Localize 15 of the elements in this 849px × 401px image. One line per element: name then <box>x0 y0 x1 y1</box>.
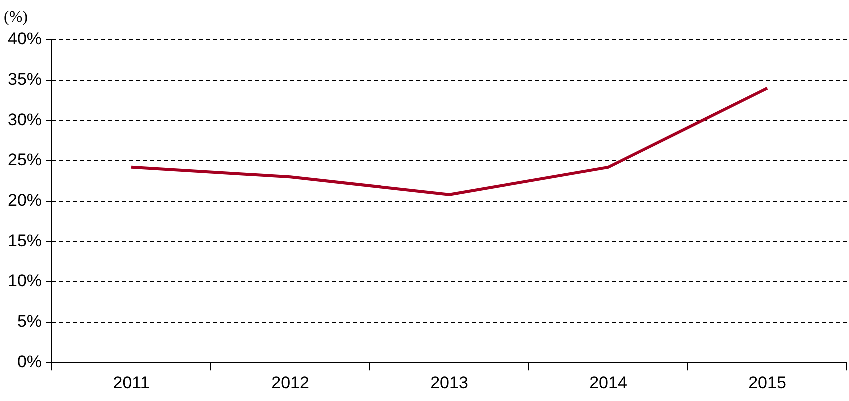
y-tick-label: 15% <box>8 231 42 250</box>
y-tick-label: 0% <box>17 352 42 372</box>
x-tick-label: 2013 <box>430 373 468 392</box>
y-axis-title: (%) <box>4 9 28 26</box>
x-tick-label: 2014 <box>590 373 628 392</box>
x-tick-label: 2011 <box>113 373 150 392</box>
y-tick-label: 35% <box>8 70 42 90</box>
y-tick-label: 25% <box>8 150 42 170</box>
x-tick-label: 2015 <box>748 373 786 392</box>
y-tick-label: 30% <box>8 110 42 130</box>
x-tick-label: 2012 <box>272 373 310 392</box>
y-tick-label: 40% <box>8 30 42 49</box>
y-tick-label: 10% <box>8 272 42 291</box>
y-tick-label: 5% <box>17 312 42 331</box>
y-tick-label: 20% <box>8 190 42 210</box>
